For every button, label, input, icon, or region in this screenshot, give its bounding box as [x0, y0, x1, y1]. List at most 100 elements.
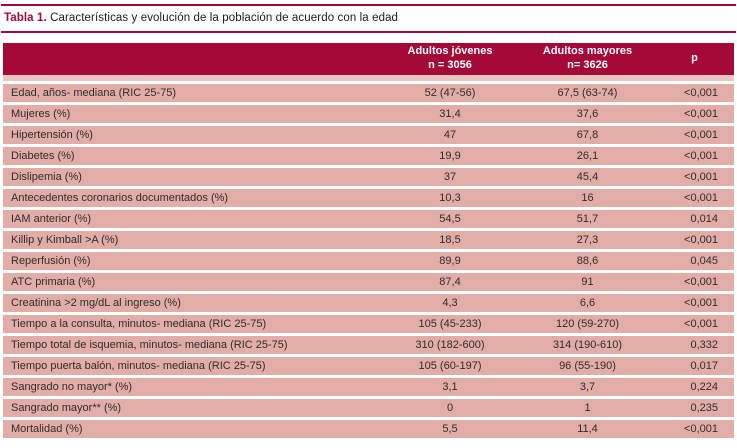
older-value-cell: 51,7: [520, 209, 655, 228]
p-value-cell: 0,045: [655, 251, 734, 270]
table-body: Edad, años- mediana (RIC 25-75) 52 (47-5…: [3, 83, 734, 438]
p-value-cell: 0,017: [655, 356, 734, 375]
p-value-cell: <0,001: [655, 272, 734, 291]
young-value-cell: 4,3: [380, 293, 520, 312]
table-row: Sangrado no mayor* (%) 3,1 3,7 0,224: [3, 377, 734, 396]
row-label-cell: Reperfusión (%): [3, 251, 380, 270]
table-row: Mujeres (%) 31,4 37,6 <0,001: [3, 104, 734, 123]
table-row: Antecedentes coronarios documentados (%)…: [3, 188, 734, 207]
row-label-cell: Mujeres (%): [3, 104, 380, 123]
older-value-cell: 6,6: [520, 293, 655, 312]
young-value-cell: 0: [380, 398, 520, 417]
table-caption: Tabla 1. Características y evolución de …: [1, 4, 736, 33]
header-row: Adultos jóvenes n = 3056 Adultos mayores…: [3, 43, 734, 81]
table-row: Creatinina >2 mg/dL al ingreso (%) 4,3 6…: [3, 293, 734, 312]
row-label-cell: Killip y Kimball >A (%): [3, 230, 380, 249]
row-label-cell: Diabetes (%): [3, 146, 380, 165]
row-label-cell: Creatinina >2 mg/dL al ingreso (%): [3, 293, 380, 312]
p-value-cell: <0,001: [655, 314, 734, 333]
young-value-cell: 105 (60-197): [380, 356, 520, 375]
young-value-cell: 10,3: [380, 188, 520, 207]
population-characteristics-table: Adultos jóvenes n = 3056 Adultos mayores…: [3, 40, 734, 441]
header-empty-cell: [3, 43, 380, 81]
table-row: Tiempo puerta balón, minutos- mediana (R…: [3, 356, 734, 375]
older-value-cell: 91: [520, 272, 655, 291]
row-label-cell: Edad, años- mediana (RIC 25-75): [3, 83, 380, 102]
p-value-cell: <0,001: [655, 146, 734, 165]
row-label-cell: ATC primaria (%): [3, 272, 380, 291]
older-value-cell: 314 (190-610): [520, 335, 655, 354]
young-value-cell: 18,5: [380, 230, 520, 249]
row-label-cell: IAM anterior (%): [3, 209, 380, 228]
p-value-cell: <0,001: [655, 167, 734, 186]
young-value-cell: 310 (182-600): [380, 335, 520, 354]
p-value-cell: 0,224: [655, 377, 734, 396]
older-value-cell: 3,7: [520, 377, 655, 396]
table-row: Reperfusión (%) 89,9 88,6 0,045: [3, 251, 734, 270]
older-value-cell: 88,6: [520, 251, 655, 270]
older-value-cell: 120 (59-270): [520, 314, 655, 333]
older-value-cell: 1: [520, 398, 655, 417]
older-value-cell: 16: [520, 188, 655, 207]
table-row: Sangrado mayor** (%) 0 1 0,235: [3, 398, 734, 417]
row-label-cell: Hipertensión (%): [3, 125, 380, 144]
header-older-adults: Adultos mayores n= 3626: [520, 43, 655, 81]
older-value-cell: 96 (55-190): [520, 356, 655, 375]
p-value-cell: <0,001: [655, 419, 734, 438]
p-value-cell: <0,001: [655, 293, 734, 312]
older-value-cell: 67,8: [520, 125, 655, 144]
row-label-cell: Dislipemia (%): [3, 167, 380, 186]
p-value-cell: <0,001: [655, 125, 734, 144]
older-value-cell: 45,4: [520, 167, 655, 186]
table-row: Tiempo total de isquemia, minutos- media…: [3, 335, 734, 354]
young-value-cell: 54,5: [380, 209, 520, 228]
young-value-cell: 3,1: [380, 377, 520, 396]
young-value-cell: 37: [380, 167, 520, 186]
older-value-cell: 37,6: [520, 104, 655, 123]
young-value-cell: 47: [380, 125, 520, 144]
table-row: ATC primaria (%) 87,4 91 <0,001: [3, 272, 734, 291]
row-label-cell: Mortalidad (%): [3, 419, 380, 438]
p-value-cell: 0,332: [655, 335, 734, 354]
p-value-cell: <0,001: [655, 188, 734, 207]
p-value-cell: <0,001: [655, 83, 734, 102]
older-value-cell: 26,1: [520, 146, 655, 165]
p-value-cell: 0,014: [655, 209, 734, 228]
table-row: Tiempo a la consulta, minutos- mediana (…: [3, 314, 734, 333]
header-young-n: n = 3056: [428, 58, 472, 71]
table-header: Adultos jóvenes n = 3056 Adultos mayores…: [3, 43, 734, 81]
young-value-cell: 105 (45-233): [380, 314, 520, 333]
young-value-cell: 5,5: [380, 419, 520, 438]
header-p-value: p: [655, 43, 734, 81]
older-value-cell: 11,4: [520, 419, 655, 438]
table-row: Mortalidad (%) 5,5 11,4 <0,001: [3, 419, 734, 438]
header-older-label: Adultos mayores: [542, 45, 633, 57]
table-row: Diabetes (%) 19,9 26,1 <0,001: [3, 146, 734, 165]
young-value-cell: 31,4: [380, 104, 520, 123]
header-young-label: Adultos jóvenes: [407, 45, 493, 57]
older-value-cell: 27,3: [520, 230, 655, 249]
row-label-cell: Tiempo total de isquemia, minutos- media…: [3, 335, 380, 354]
row-label-cell: Sangrado no mayor* (%): [3, 377, 380, 396]
row-label-cell: Sangrado mayor** (%): [3, 398, 380, 417]
older-value-cell: 67,5 (63-74): [520, 83, 655, 102]
p-value-cell: 0,235: [655, 398, 734, 417]
young-value-cell: 87,4: [380, 272, 520, 291]
row-label-cell: Antecedentes coronarios documentados (%): [3, 188, 380, 207]
row-label-cell: Tiempo a la consulta, minutos- mediana (…: [3, 314, 380, 333]
table-row: Hipertensión (%) 47 67,8 <0,001: [3, 125, 734, 144]
young-value-cell: 52 (47-56): [380, 83, 520, 102]
table-number-label: Tabla 1.: [4, 12, 47, 24]
header-older-n: n= 3626: [567, 58, 608, 71]
young-value-cell: 89,9: [380, 251, 520, 270]
table-row: Edad, años- mediana (RIC 25-75) 52 (47-5…: [3, 83, 734, 102]
table-row: Dislipemia (%) 37 45,4 <0,001: [3, 167, 734, 186]
p-value-cell: <0,001: [655, 104, 734, 123]
row-label-cell: Tiempo puerta balón, minutos- mediana (R…: [3, 356, 380, 375]
table-row: Killip y Kimball >A (%) 18,5 27,3 <0,001: [3, 230, 734, 249]
table-title-text: Características y evolución de la poblac…: [50, 12, 399, 24]
p-value-cell: <0,001: [655, 230, 734, 249]
young-value-cell: 19,9: [380, 146, 520, 165]
header-young-adults: Adultos jóvenes n = 3056: [380, 43, 520, 81]
table-row: IAM anterior (%) 54,5 51,7 0,014: [3, 209, 734, 228]
